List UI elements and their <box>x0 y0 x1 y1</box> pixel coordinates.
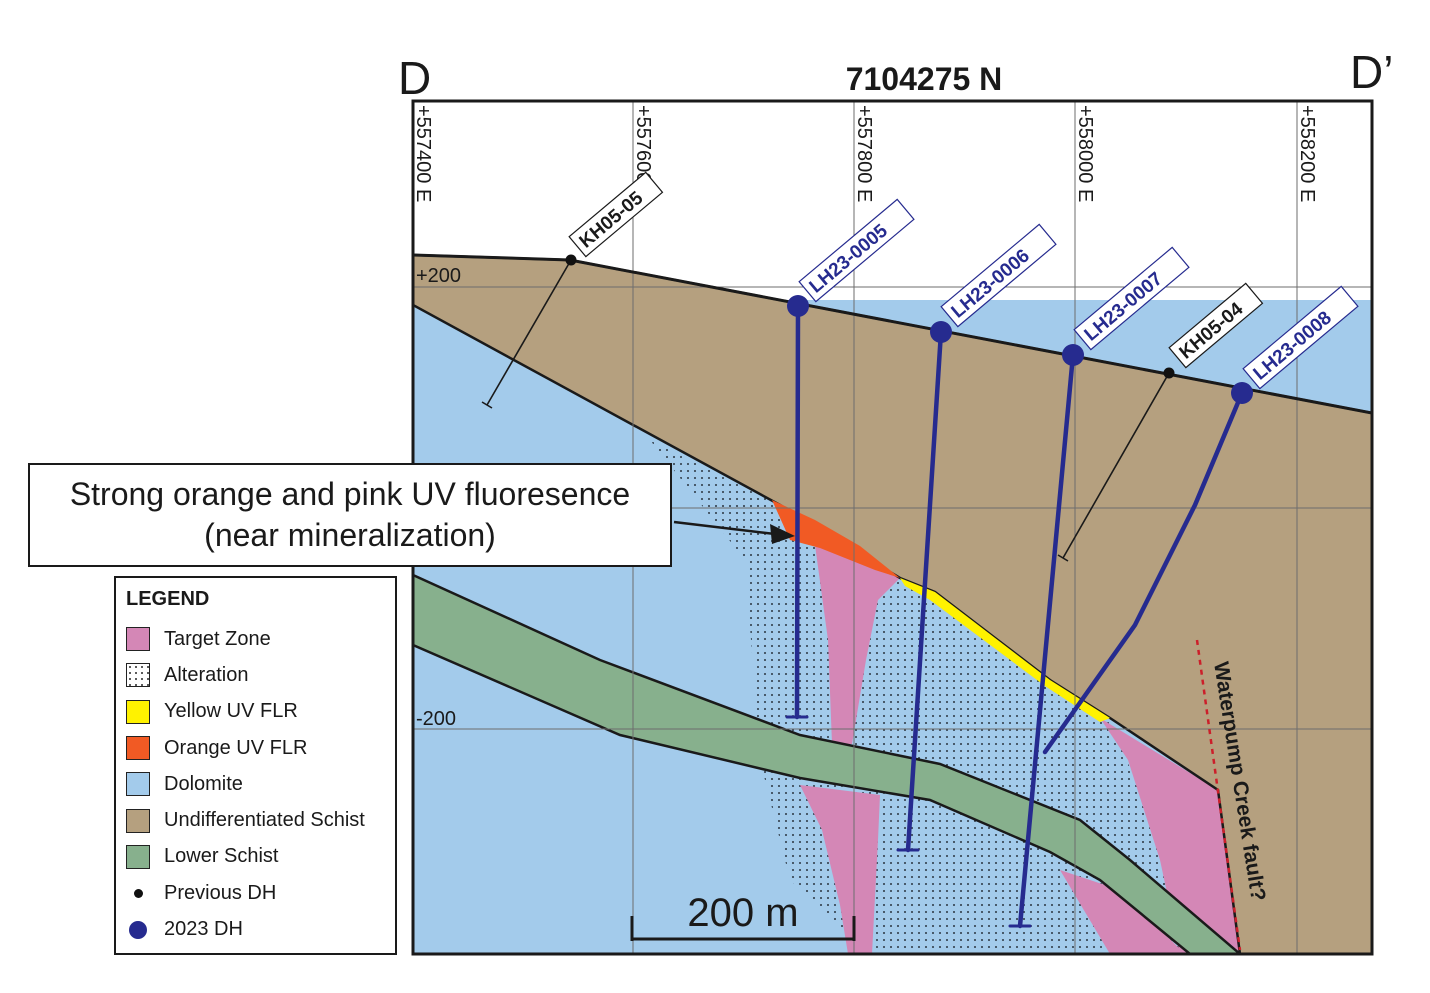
legend-item: Target Zone <box>126 621 385 657</box>
legend-label: Dolomite <box>164 772 243 795</box>
legend-item: 2023 DH <box>126 911 385 947</box>
legend-dot-icon <box>126 888 150 898</box>
legend-label: 2023 DH <box>164 918 243 941</box>
callout-line-1: Strong orange and pink UV fluoresence <box>69 476 631 512</box>
previous-dh-traces <box>481 259 1170 562</box>
legend-label: Orange UV FLR <box>164 736 308 759</box>
legend-item: Yellow UV FLR <box>126 694 385 730</box>
dh2023-traces <box>785 303 1245 929</box>
easting-label: +557400 E <box>412 105 434 202</box>
legend-label: Lower Schist <box>164 845 279 868</box>
legend-dot-icon <box>126 920 150 939</box>
legend-swatch <box>126 808 150 833</box>
legend-swatch <box>126 663 150 688</box>
legend-item: Lower Schist <box>126 839 385 875</box>
easting-label: +558200 E <box>1296 105 1318 202</box>
callout-arrowhead <box>770 524 795 544</box>
legend-item: Orange UV FLR <box>126 730 385 766</box>
legend-item: Alteration <box>126 657 385 693</box>
collar-kh05-05 <box>565 254 577 266</box>
section-right-label: D’ <box>1350 46 1393 98</box>
target-zone-east <box>1100 718 1240 954</box>
collar-kh05-04 <box>1163 367 1175 379</box>
target-zone-upper <box>815 545 900 744</box>
collar-lh23-0007 <box>1062 344 1084 366</box>
legend-item: Undifferentiated Schist <box>126 802 385 838</box>
easting-label: +557800 E <box>853 105 875 202</box>
legend-label: Yellow UV FLR <box>164 700 298 723</box>
legend-item: Previous DH <box>126 875 385 911</box>
orange-uv-flr <box>772 500 900 578</box>
target-zone-southeast <box>1060 870 1185 954</box>
legend-label: Alteration <box>164 663 249 686</box>
scale-bar <box>630 916 856 941</box>
section-left-label: D <box>398 52 431 104</box>
legend-label: Previous DH <box>164 881 277 904</box>
legend-title: LEGEND <box>126 588 210 610</box>
legend-label: Undifferentiated Schist <box>164 809 365 832</box>
legend: LEGEND Target Zone Alteration Yellow UV FL… <box>114 576 397 955</box>
collar-lh23-0005 <box>787 295 809 317</box>
legend-swatch <box>126 736 150 761</box>
legend-items: Target Zone Alteration Yellow UV FLR Orange… <box>126 621 385 948</box>
target-zone-lower <box>800 785 880 954</box>
legend-swatch <box>126 699 150 724</box>
callout-arrow <box>673 520 776 536</box>
elevation-label: +200 <box>416 265 461 287</box>
legend-item: Dolomite <box>126 766 385 802</box>
fluorescence-callout: Strong orange and pink UV fluoresence (n… <box>28 463 672 567</box>
fault-trace <box>1195 639 1242 951</box>
scale-bar-label: 200 m <box>687 891 798 935</box>
legend-swatch <box>126 627 150 652</box>
legend-swatch <box>126 844 150 869</box>
callout-line-2: (near mineralization) <box>204 517 496 553</box>
legend-swatch <box>126 772 150 797</box>
lower-schist-unit <box>413 573 1242 954</box>
elevation-label: -200 <box>416 708 456 730</box>
easting-labels: +557400 E +557600 E +557800 E +558000 E … <box>412 105 1318 202</box>
section-title: 7104275 N <box>846 61 1003 97</box>
easting-label: +558000 E <box>1074 105 1096 202</box>
legend-label: Target Zone <box>164 627 271 650</box>
collar-lh23-0008 <box>1231 382 1253 404</box>
yellow-uv-flr <box>900 578 1110 722</box>
collar-lh23-0006 <box>930 321 952 343</box>
